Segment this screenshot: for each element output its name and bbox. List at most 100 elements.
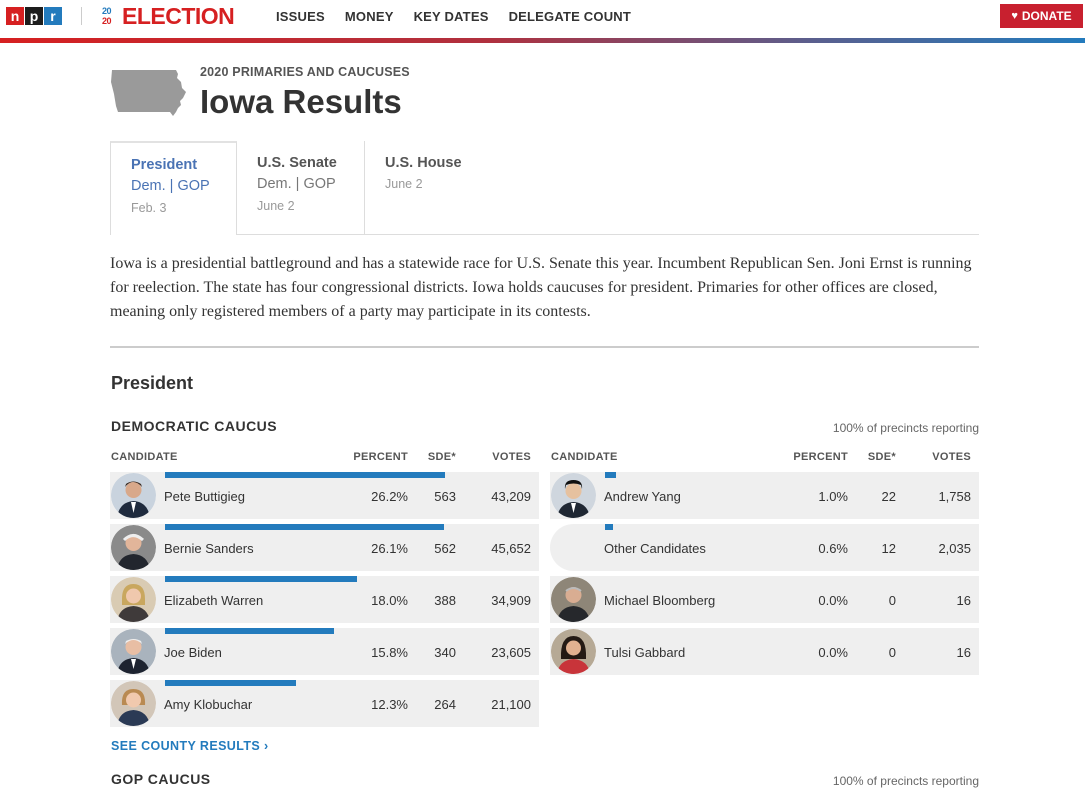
candidate-photo [551,577,596,622]
candidate-name: Tulsi Gabbard [604,645,686,660]
candidate-photo [111,629,156,674]
candidate-votes: 21,100 [491,697,531,712]
table-row: Other Candidates 0.6% 12 2,035 [550,524,979,571]
npr-logo-p: p [25,7,43,25]
tab-party-links: Dem. | GOP [257,176,344,192]
tab-link-dem[interactable]: Dem. [257,176,292,192]
candidate-percent: 12.3% [371,697,408,712]
tab-us-house[interactable]: U.S. House June 2 [365,141,505,235]
table-row: Bernie Sanders 26.1% 562 45,652 [110,524,539,571]
see-county-results-link[interactable]: SEE COUNTY RESULTS › [111,739,269,753]
tab-party-links: Dem. | GOP [131,178,216,194]
tab-date: Feb. 3 [131,201,167,215]
npr-logo-n: n [6,7,24,25]
tab-link-gop[interactable]: GOP [177,178,210,194]
section-divider [110,346,979,348]
election-logo[interactable]: 20 20 ELECTION [102,3,235,29]
table-row: Amy Klobuchar 12.3% 264 21,100 [110,680,539,727]
table-row: Joe Biden 15.8% 340 23,605 [110,628,539,675]
col-head-percent: PERCENT [353,451,408,463]
candidate-percent: 15.8% [371,645,408,660]
candidate-votes: 2,035 [938,541,971,556]
result-bar [605,472,616,478]
table-row: Pete Buttigieg 26.2% 563 43,209 [110,472,539,519]
candidate-name: Andrew Yang [604,489,681,504]
candidate-votes: 16 [956,593,971,608]
candidate-sde: 388 [434,593,456,608]
dem-precincts-reporting: 100% of precincts reporting [832,421,979,435]
tab-link-gop[interactable]: GOP [303,176,336,192]
candidate-sde: 562 [434,541,456,556]
tab-title: U.S. House [385,155,462,171]
candidate-votes: 1,758 [938,489,971,504]
gop-caucus-label: GOP CAUCUS [111,771,211,787]
candidate-votes: 16 [956,645,971,660]
col-head-candidate: CANDIDATE [551,451,618,463]
nav-link-delegate-count[interactable]: DELEGATE COUNT [508,9,632,24]
candidate-sde: 563 [434,489,456,504]
candidate-percent: 1.0% [818,489,848,504]
intro-paragraph: Iowa is a presidential battleground and … [110,255,972,320]
result-bar [165,628,334,634]
col-head-votes: VOTES [932,451,971,463]
result-bar [165,576,358,582]
candidate-name: Amy Klobuchar [164,697,253,712]
candidate-percent: 18.0% [371,593,408,608]
tab-title: President [131,157,198,173]
table-row: Tulsi Gabbard 0.0% 0 16 [550,628,979,675]
npr-logo[interactable]: n p r [6,7,63,25]
npr-logo-r: r [44,7,62,25]
candidate-photo [111,525,156,570]
candidate-votes: 23,605 [491,645,531,660]
candidate-name: Elizabeth Warren [164,593,264,608]
nav-links: ISSUES MONEY KEY DATES DELEGATE COUNT [276,9,651,24]
election-year-bottom: 20 [102,16,112,26]
tab-us-senate[interactable]: U.S. Senate Dem. | GOP June 2 [237,141,365,235]
race-tabs: President Dem. | GOP Feb. 3 U.S. Senate … [110,141,979,235]
candidate-sde: 0 [888,645,896,660]
election-wordmark: ELECTION [122,3,235,29]
election-year-top: 20 [102,6,112,16]
iowa-state-shape-icon [111,70,186,116]
candidate-percent: 0.0% [818,645,848,660]
tab-date: June 2 [257,199,295,213]
table-row: Elizabeth Warren 18.0% 388 34,909 [110,576,539,623]
col-head-percent: PERCENT [793,451,848,463]
nav-divider [81,7,82,25]
section-title-president: President [111,373,194,393]
candidate-name: Other Candidates [604,541,706,556]
col-head-votes: VOTES [492,451,531,463]
candidate-sde: 340 [434,645,456,660]
candidate-percent: 0.6% [818,541,848,556]
result-bar [165,524,444,530]
page-kicker: 2020 PRIMARIES AND CAUCUSES [200,65,410,79]
candidate-name: Michael Bloomberg [604,593,716,608]
election-year: 20 20 [102,6,121,26]
candidate-photo [111,577,156,622]
candidate-photo [551,473,596,518]
candidate-votes: 45,652 [491,541,531,556]
result-bar [605,524,613,530]
page-title: Iowa Results [200,83,402,120]
tab-link-dem[interactable]: Dem. [131,178,166,194]
result-bar [165,472,445,478]
candidate-votes: 34,909 [491,593,531,608]
candidate-percent: 0.0% [818,593,848,608]
candidate-photo [111,473,156,518]
candidate-sde: 12 [881,541,896,556]
nav-link-key-dates[interactable]: KEY DATES [413,9,489,24]
tab-link-separator: | [165,178,178,194]
donate-button[interactable]: ♥ DONATE [1000,4,1083,28]
donate-label: DONATE [1021,9,1072,23]
tab-date: June 2 [385,177,423,191]
top-nav: n p r 20 20 ELECTION ISSUES MONEY KEY DA… [0,0,1085,38]
candidate-name: Joe Biden [164,645,222,660]
candidate-name: Pete Buttigieg [164,489,245,504]
candidate-photo [111,681,156,726]
candidate-sde: 22 [881,489,896,504]
tab-link-separator: | [291,176,304,192]
nav-link-issues[interactable]: ISSUES [276,9,325,24]
tab-president[interactable]: President Dem. | GOP Feb. 3 [110,141,237,235]
nav-link-money[interactable]: MONEY [344,9,394,24]
candidate-sde: 264 [434,697,456,712]
